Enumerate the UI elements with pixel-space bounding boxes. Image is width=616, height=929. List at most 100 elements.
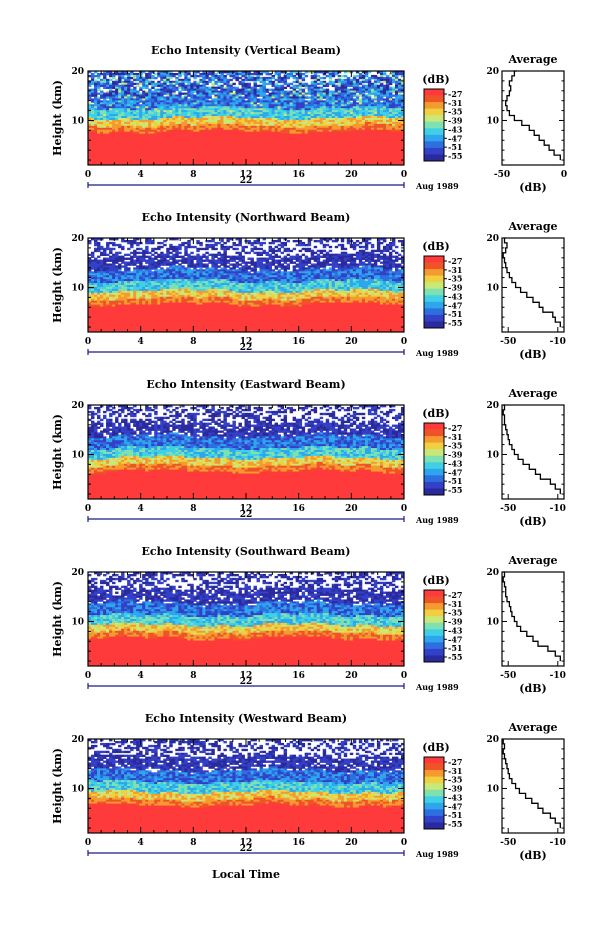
heatmap-cell (305, 96, 308, 98)
heatmap-cell (130, 85, 133, 87)
heatmap-cell (145, 242, 148, 244)
heatmap-cell (245, 79, 248, 81)
heatmap-cell (178, 87, 181, 89)
heatmap-cell (350, 85, 353, 87)
panel-title: Echo Intensity (Vertical Beam) (151, 44, 341, 57)
heatmap-cell (193, 77, 196, 79)
x-tick-label: 0 (401, 170, 407, 180)
heatmap-cell (260, 81, 263, 83)
heatmap-cell (398, 240, 401, 242)
heatmap-cell (142, 87, 145, 89)
heatmap-cell (317, 79, 320, 81)
heatmap-cell (238, 73, 241, 75)
heatmap-cell (269, 83, 272, 85)
colorbar-tick-label: -55 (448, 151, 462, 161)
colorbar-segment (424, 122, 444, 129)
heatmap-cell (284, 87, 287, 89)
colorbar-segment (424, 141, 444, 148)
day-label: 22 (240, 176, 253, 186)
heatmap-cell (329, 83, 332, 85)
colorbar-segment (424, 135, 444, 142)
heatmap-cell (365, 75, 368, 77)
heatmap-cell (350, 98, 353, 100)
heatmap-cell (332, 85, 335, 87)
heatmap-cell (184, 89, 187, 91)
heatmap-cell (287, 77, 290, 79)
heatmap-cell (344, 75, 347, 77)
heatmap-cell (199, 75, 202, 77)
heatmap-cell (293, 77, 296, 79)
heatmap-cell (320, 77, 323, 79)
heatmap-cell (356, 98, 359, 100)
heatmap-cell (220, 81, 223, 83)
x-tick-label: 16 (292, 170, 305, 180)
heatmap-cell (308, 93, 311, 95)
heatmap-cell (133, 242, 136, 244)
heatmap-cell (193, 91, 196, 93)
heatmap-cell (257, 100, 260, 102)
heatmap-cell (299, 77, 302, 79)
heatmap-cell (326, 85, 329, 87)
heatmap-cell (290, 75, 293, 77)
heatmap-cell (139, 100, 142, 102)
heatmap-cell (211, 93, 214, 95)
heatmap-cell (229, 75, 232, 77)
colorbar-segment (424, 89, 444, 96)
heatmap-cell (323, 96, 326, 98)
heatmap-cell (302, 73, 305, 75)
heatmap-cell (121, 77, 124, 79)
heatmap-cell (154, 73, 157, 75)
heatmap-cell (211, 240, 214, 242)
heatmap-cell (383, 95, 386, 97)
heatmap-cell (238, 83, 241, 85)
heatmap-cell (229, 79, 232, 81)
heatmap-cell (184, 81, 187, 83)
y-tick-label: 10 (71, 116, 84, 126)
heatmap-cell (260, 95, 263, 97)
heatmap-cell (272, 77, 275, 79)
heatmap-cell (208, 81, 211, 83)
heatmap-cell (154, 77, 157, 79)
heatmap-cell (175, 73, 178, 75)
heatmap-cell (326, 75, 329, 77)
x-tick-label: 4 (138, 170, 144, 180)
heatmap-cell (97, 93, 100, 95)
heatmap-cell (112, 87, 115, 89)
heatmap-cell (208, 240, 211, 242)
heatmap-cell (365, 81, 368, 83)
heatmap-cell (139, 83, 142, 85)
heatmap-cell (266, 83, 269, 85)
colorbar-segment (424, 148, 444, 155)
x-tick-label: 20 (345, 170, 358, 180)
heatmap-cell (127, 242, 130, 244)
heatmap-cell (205, 83, 208, 85)
heatmap-cell (136, 79, 139, 81)
heatmap-cell (323, 73, 326, 75)
heatmap-cell (184, 242, 187, 244)
heatmap-cell (226, 73, 229, 75)
heatmap-cell (278, 240, 281, 242)
profile-x-tick-label: -50 (494, 170, 510, 180)
heatmap-cell (284, 83, 287, 85)
heatmap-cell (341, 240, 344, 242)
heatmap-cell (389, 83, 392, 85)
heatmap-cell (260, 73, 263, 75)
heatmap-cell (356, 75, 359, 77)
heatmap-cell (254, 73, 257, 75)
heatmap-cell (241, 75, 244, 77)
heatmap-cell (251, 79, 254, 81)
heatmap-cell (235, 79, 238, 81)
heatmap-cell (266, 79, 269, 81)
heatmap-cells (88, 238, 404, 332)
heatmap-cell (365, 91, 368, 93)
heatmap-cell (118, 81, 121, 83)
heatmap-cell (332, 240, 335, 242)
heatmap-cell (181, 89, 184, 91)
profile-y-tick-label: 20 (486, 67, 499, 77)
heatmap-cell (356, 240, 359, 242)
heatmap-cell (91, 95, 94, 97)
heatmap-cell (266, 73, 269, 75)
heatmap-cell (287, 240, 290, 242)
heatmap-cell (187, 73, 190, 75)
